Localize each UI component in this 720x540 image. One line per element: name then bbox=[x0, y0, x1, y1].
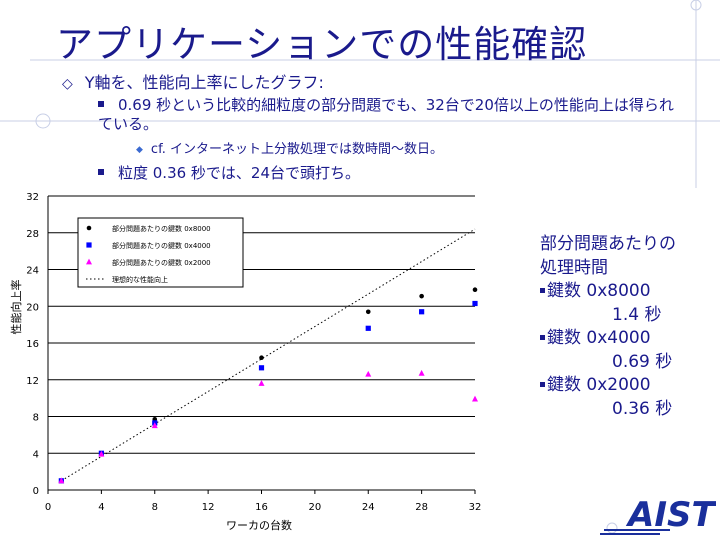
side-item3-time: 0.36 秒 bbox=[612, 398, 673, 419]
y-tick-label: 0 bbox=[33, 486, 39, 497]
data-point-magenta-triangle bbox=[258, 380, 265, 386]
data-point-black-circle bbox=[259, 355, 264, 360]
aist-logo: AIST bbox=[600, 495, 716, 535]
data-point-magenta-triangle bbox=[151, 422, 158, 429]
legend-marker bbox=[86, 225, 92, 231]
data-point-blue-square bbox=[365, 325, 371, 331]
chart-legend: 部分問題あたりの鍵数 0x8000 部分問題あたりの鍵数 0x4000 部分問題あた… bbox=[77, 217, 244, 288]
bullet-level3: ◆ cf. インターネット上分散処理では数時間〜数日。 bbox=[136, 138, 443, 157]
data-point-blue-square bbox=[419, 309, 425, 315]
side-item1-label: 鍵数 0x8000 bbox=[547, 281, 651, 301]
y-tick-label: 28 bbox=[26, 229, 39, 240]
legend-label: 理想的な性能向上 bbox=[112, 275, 168, 284]
x-tick-label: 12 bbox=[202, 502, 215, 513]
square-bullet-icon bbox=[540, 381, 545, 387]
side-heading-line2: 処理時間 bbox=[540, 257, 608, 278]
square-bullet-icon bbox=[540, 334, 545, 340]
ideal-line-layer bbox=[61, 228, 476, 482]
data-point-magenta-triangle bbox=[98, 450, 105, 457]
y-tick-label: 24 bbox=[26, 266, 39, 277]
logo-text: AIST bbox=[625, 495, 716, 535]
data-point-black-circle bbox=[472, 287, 478, 293]
chart-points bbox=[58, 287, 478, 484]
speedup-chart: 0 4 8 12 16 20 24 28 32 0 4 8 12 16 20 24 28 32 ワーカの台数 性能… bbox=[9, 192, 481, 532]
x-tick-label: 24 bbox=[362, 502, 375, 513]
bullet-level2-first: 0.69 秒という比較的細粒度の部分問題でも、32台で20倍以上の性能向上は得ら… bbox=[98, 96, 688, 134]
page-title: アプリケーションでの性能確認 bbox=[56, 23, 588, 66]
x-tick-label: 4 bbox=[98, 502, 104, 513]
legend-label: 部分問題あたりの鍵数 0x2000 bbox=[112, 258, 211, 267]
y-tick-label: 12 bbox=[26, 376, 39, 387]
bullet-level1: ◇ Y軸を、性能向上率にしたグラフ: bbox=[62, 69, 324, 93]
x-tick-label: 32 bbox=[469, 502, 482, 513]
data-point-magenta-triangle bbox=[365, 370, 372, 377]
data-point-magenta-triangle bbox=[418, 369, 425, 376]
x-tick-label: 8 bbox=[152, 502, 158, 513]
y-tick-label: 20 bbox=[26, 302, 39, 313]
data-point-blue-square bbox=[472, 300, 478, 307]
square-bullet-icon bbox=[540, 287, 545, 293]
diamond-small-bullet-icon: ◆ bbox=[136, 144, 143, 155]
x-tick-label: 20 bbox=[309, 502, 322, 513]
square-bullet-icon bbox=[98, 100, 104, 107]
legend-marker bbox=[86, 258, 92, 265]
y-tick-label: 32 bbox=[26, 192, 39, 203]
x-axis-label: ワーカの台数 bbox=[226, 518, 292, 532]
square-bullet-icon bbox=[98, 168, 104, 175]
y-tick-label: 4 bbox=[33, 449, 39, 460]
y-tick-label: 8 bbox=[33, 413, 39, 424]
side-item1-time: 1.4 秒 bbox=[612, 304, 662, 325]
legend-label: 部分問題あたりの鍵数 0x8000 bbox=[112, 224, 211, 233]
bullet2-text: 0.69 秒という比較的細粒度の部分問題でも、32台で20倍以上の性能向上は得ら… bbox=[98, 96, 674, 133]
x-tick-label: 28 bbox=[415, 502, 428, 513]
side-item2-label: 鍵数 0x4000 bbox=[547, 328, 651, 348]
y-axis-label: 性能向上率 bbox=[9, 280, 23, 335]
bullet-level2-second: 粒度 0.36 秒では、24台で頭打ち。 bbox=[98, 162, 360, 183]
x-tick-label: 16 bbox=[255, 502, 268, 513]
bullet3-text: cf. インターネット上分散処理では数時間〜数日。 bbox=[150, 142, 443, 157]
chart-tick-labels: 0 4 8 12 16 20 24 28 32 0 4 8 12 16 20 24 28 32 bbox=[26, 192, 481, 513]
legend-label: 部分問題あたりの鍵数 0x4000 bbox=[112, 241, 211, 250]
data-point-black-circle bbox=[365, 309, 371, 315]
data-point-magenta-triangle bbox=[472, 395, 478, 402]
side-panel: 部分問題あたりの 処理時間 鍵数 0x8000 1.4 秒 鍵数 0x4000 … bbox=[540, 233, 676, 421]
bullet4-text: 粒度 0.36 秒では、24台で頭打ち。 bbox=[118, 164, 361, 182]
ideal-speedup-line bbox=[61, 228, 476, 482]
diamond-bullet-icon: ◇ bbox=[62, 76, 73, 92]
bullet1-text: Y軸を、性能向上率にしたグラフ: bbox=[84, 73, 324, 92]
data-point-magenta-triangle bbox=[58, 477, 65, 484]
x-tick-label: 0 bbox=[45, 502, 51, 513]
chart-axes bbox=[47, 196, 476, 494]
side-item2-time: 0.69 秒 bbox=[612, 351, 673, 372]
data-point-black-circle bbox=[419, 293, 424, 299]
legend-marker bbox=[86, 242, 92, 248]
side-heading-line1: 部分問題あたりの bbox=[540, 234, 676, 254]
side-item3-label: 鍵数 0x2000 bbox=[547, 375, 651, 395]
data-point-blue-square bbox=[258, 365, 265, 371]
y-tick-label: 16 bbox=[26, 339, 39, 350]
